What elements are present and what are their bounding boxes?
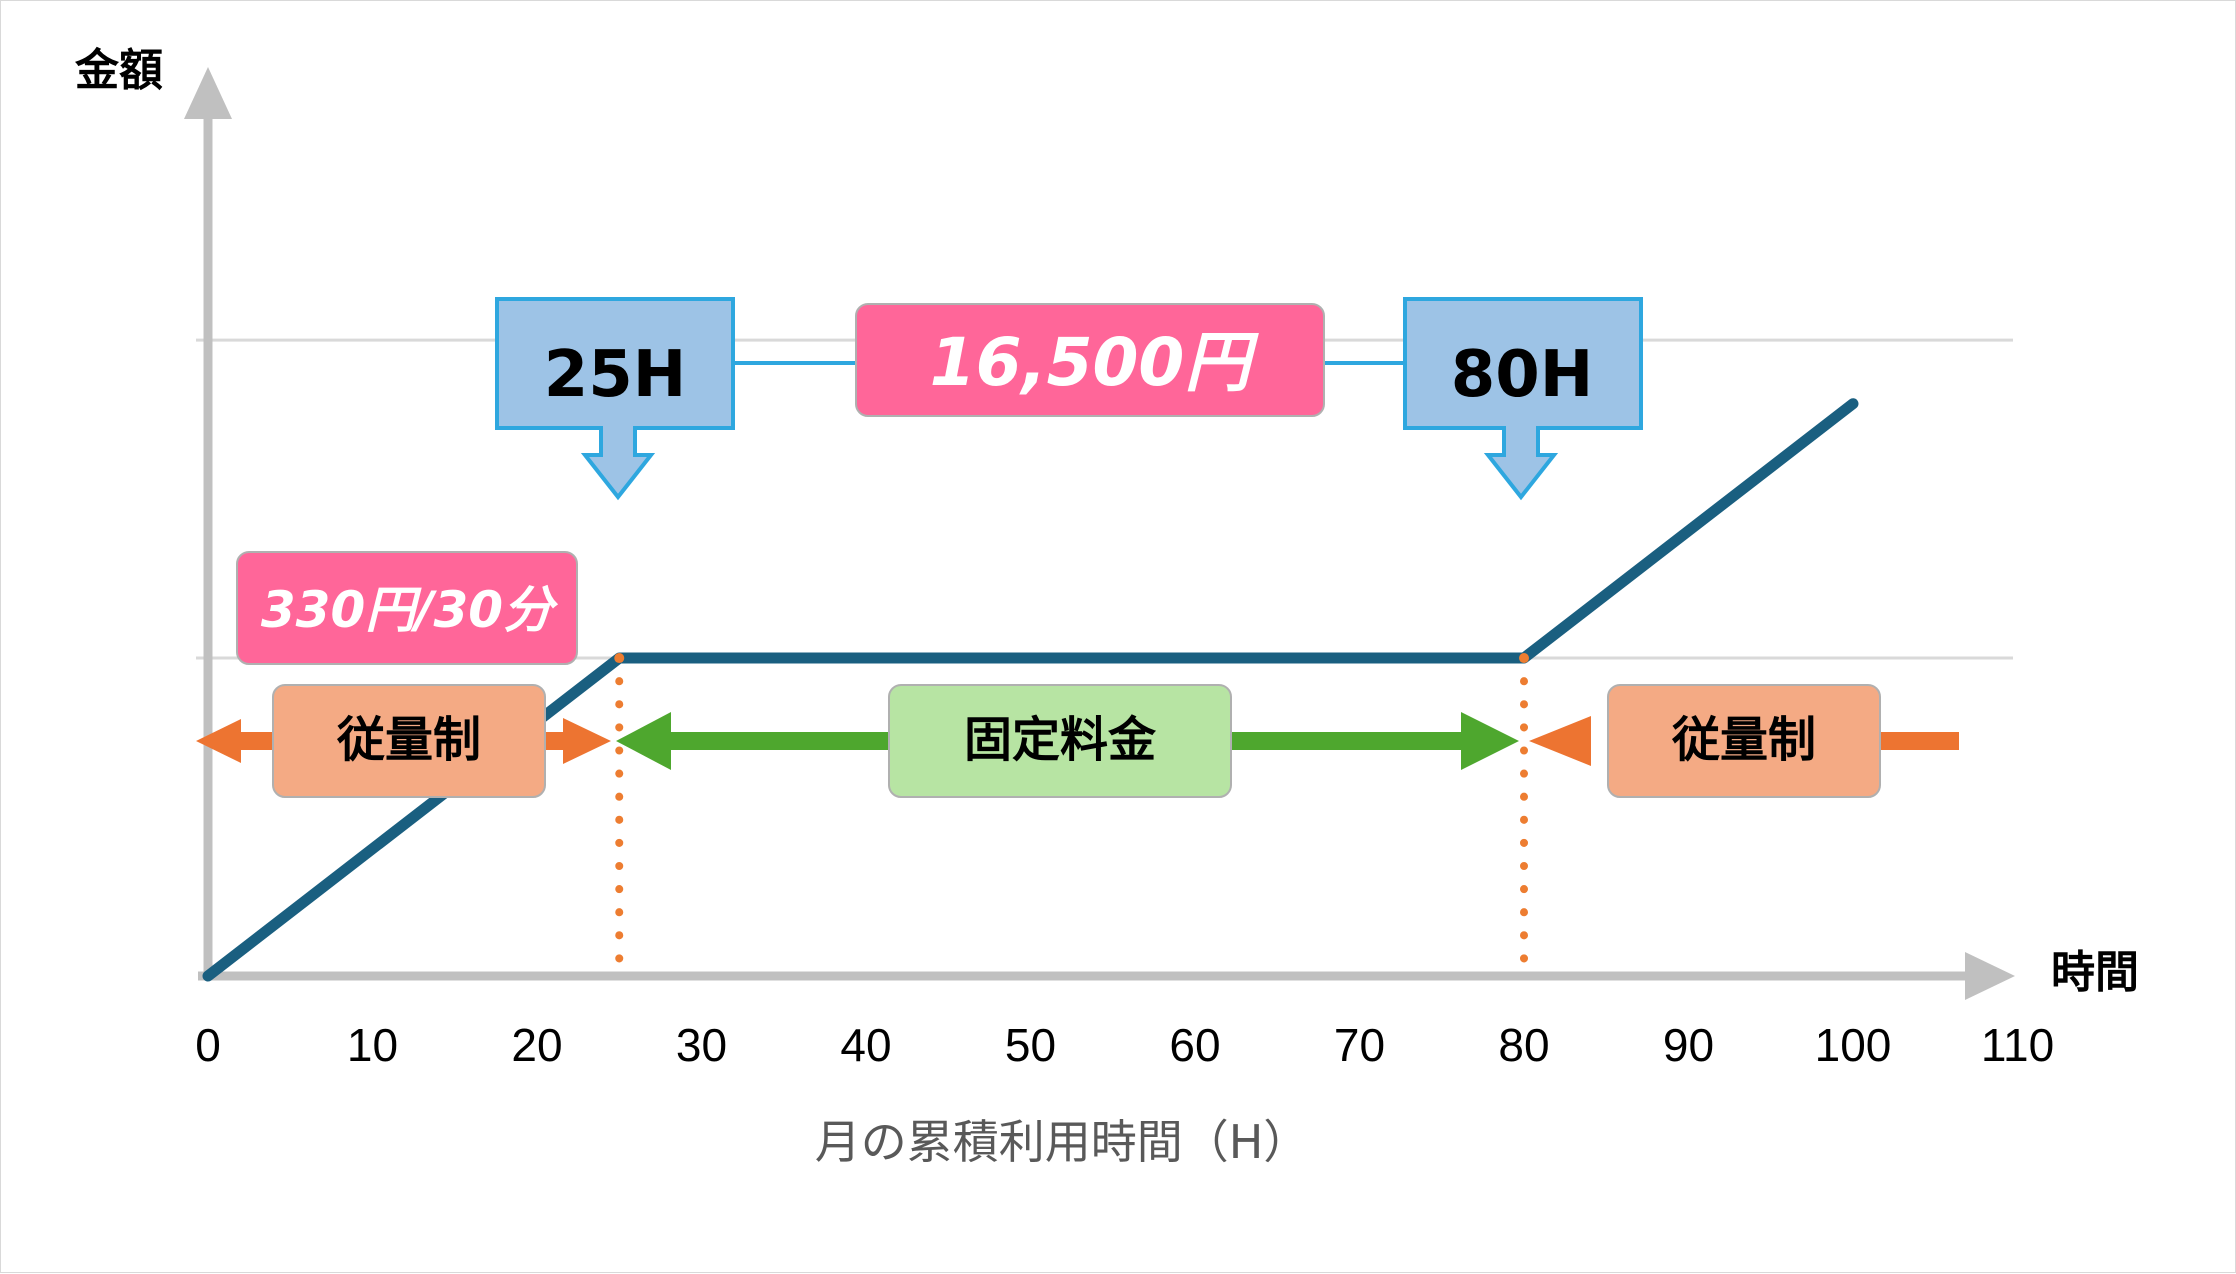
fixed-arrowhead-right [1461, 712, 1519, 770]
series-line [202, 398, 1859, 982]
right-metered-arrowhead-left [1529, 716, 1591, 766]
breakpoint-dot [614, 653, 625, 664]
x-tick-label: 10 [347, 1019, 398, 1071]
x-tick-label: 40 [840, 1019, 891, 1071]
end-hour-label: 80H [1451, 338, 1594, 412]
left-metered-label: 従量制 [336, 712, 481, 768]
x-axis-label: 月の累積利用時間（H） [815, 1115, 1310, 1169]
left-metered-arrowhead-right [563, 718, 611, 764]
x-tick-label: 90 [1663, 1019, 1714, 1071]
rate-label: 330円/30分 [261, 581, 559, 639]
guide-dots [614, 653, 1529, 664]
fixed-price-box: 16,500円 [855, 303, 1325, 417]
right-metered-box: 従量制 [1607, 684, 1881, 798]
x-tick-label: 50 [1005, 1019, 1056, 1071]
left-metered-box: 従量制 [272, 684, 546, 798]
x-tick-label: 70 [1334, 1019, 1385, 1071]
x-tick-label: 30 [676, 1019, 727, 1071]
fixed-label: 固定料金 [964, 712, 1157, 768]
x-tick-label: 100 [1815, 1019, 1892, 1071]
left-metered-arrowhead-left [196, 719, 241, 763]
x-axis-title: 時間 [2051, 947, 2139, 998]
x-tick-label: 110 [1981, 1019, 2054, 1071]
x-tick-label: 80 [1498, 1019, 1549, 1071]
start-hour-label: 25H [544, 338, 687, 412]
x-axis-arrow [1965, 952, 2015, 1000]
y-axis-arrow [184, 67, 232, 119]
x-tick-label: 0 [195, 1019, 221, 1071]
end-hour-callout: 80H [1403, 297, 1643, 501]
right-metered-label: 従量制 [1671, 712, 1816, 768]
guide-lines [615, 654, 1528, 980]
fixed-price-label: 16,500円 [930, 324, 1260, 401]
rate-box: 330円/30分 [236, 551, 578, 665]
x-tick-label: 20 [511, 1019, 562, 1071]
x-tick-label: 60 [1169, 1019, 1220, 1071]
fixed-arrowhead-left [616, 712, 671, 770]
start-hour-callout: 25H [495, 297, 735, 501]
x-tick-labels: 0 10 20 30 40 50 60 70 80 90 100 110 [195, 1019, 2054, 1071]
fixed-box: 固定料金 [888, 684, 1232, 798]
y-axis-title: 金額 [74, 45, 163, 96]
breakpoint-dot [1519, 653, 1529, 664]
